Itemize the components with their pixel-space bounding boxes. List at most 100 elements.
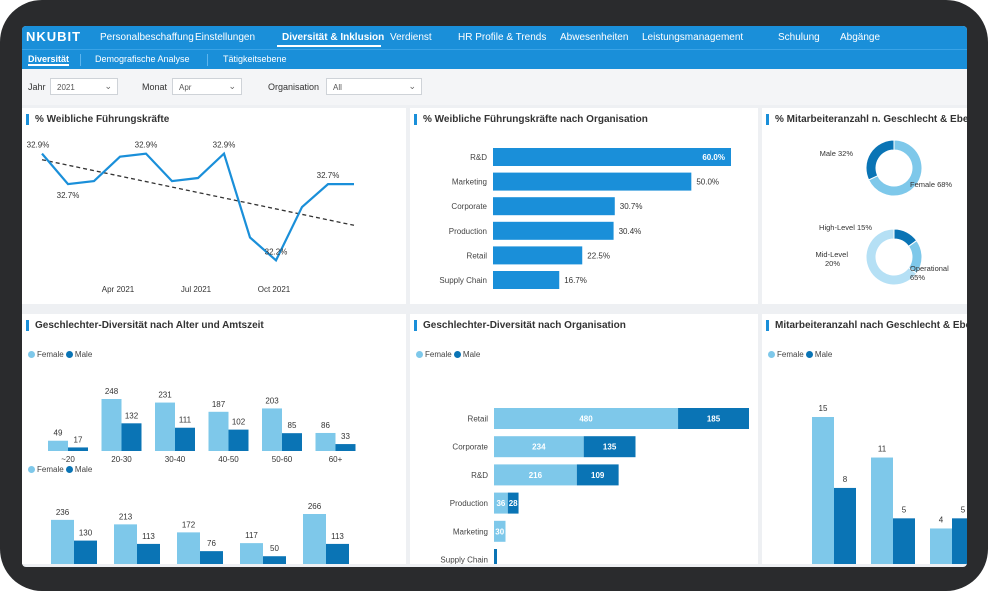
category-label: Marketing — [453, 527, 488, 536]
tab-taetigkeitsebene[interactable]: Tätigkeitsebene — [223, 54, 287, 64]
bar — [493, 246, 583, 265]
donut-slice — [865, 139, 895, 181]
bar — [74, 540, 97, 564]
bar — [930, 528, 952, 564]
year-select[interactable]: 2021 ⌄ — [50, 78, 118, 95]
bar — [576, 464, 619, 486]
bar — [493, 148, 731, 166]
legend-female: Female — [425, 350, 452, 359]
value-label: 36 — [496, 499, 505, 508]
data-label: 32.7% — [57, 191, 80, 200]
bar — [494, 520, 506, 542]
chart-legend: Female Male — [416, 350, 480, 359]
nav-abgaenge[interactable]: Abgänge — [840, 32, 881, 43]
nav-diversitaet-inklusion[interactable]: Diversität & Inklusion — [282, 32, 385, 43]
nav-abwesenheiten[interactable]: Abwesenheiten — [560, 32, 629, 43]
value-label: 203 — [265, 396, 279, 405]
bar — [200, 551, 223, 564]
org-stacked-bar-chart: Retail 480 185 Corporate 234 135 R&D 216 109 Prod… — [440, 408, 749, 564]
panel-title: Geschlechter-Diversität nach Organisatio… — [414, 320, 626, 331]
organisation-filter-label: Organisation — [268, 82, 320, 92]
category-label: 50-60 — [272, 455, 293, 464]
data-label: 32.9% — [135, 141, 158, 150]
value-label: 172 — [182, 520, 196, 529]
nav-leistungsmanagement[interactable]: Leistungsmanagement — [642, 32, 744, 43]
value-label: 117 — [245, 531, 258, 540]
category-label: Production — [450, 499, 488, 508]
value-label: 266 — [308, 502, 322, 511]
nav-personalbeschaffung[interactable]: Personalbeschaffung — [100, 32, 194, 43]
bar — [263, 556, 286, 564]
bar — [493, 221, 614, 240]
bar — [315, 432, 336, 451]
legend-male: Male — [814, 350, 833, 359]
bar — [583, 436, 636, 458]
year-select-value: 2021 — [57, 83, 75, 92]
bar — [101, 399, 122, 451]
category-label: Retail — [467, 251, 488, 260]
month-select[interactable]: Apr ⌄ — [172, 78, 242, 95]
nav-einstellungen[interactable]: Einstellungen — [195, 32, 256, 43]
male-legend-dot — [453, 351, 461, 358]
value-label: 16.7% — [564, 276, 587, 285]
tab-diversitaet[interactable]: Diversität — [28, 54, 70, 66]
category-label: Retail — [468, 415, 489, 424]
value-label: 28 — [509, 499, 518, 508]
bar — [48, 440, 68, 451]
value-label: 185 — [707, 415, 721, 424]
data-label: 32.9% — [213, 141, 236, 150]
value-label: 231 — [158, 391, 172, 400]
value-label: 109 — [591, 471, 605, 480]
org-bar-chart: R&D 60.0% Marketing 50.0% Corporate 30.7% Prod… — [439, 148, 731, 289]
slice-label: Male 32% — [820, 149, 854, 158]
slice-label: Mid-Level — [815, 250, 848, 259]
slice-label: 65% — [910, 273, 925, 282]
value-label: 30.7% — [620, 202, 643, 211]
bar — [493, 172, 692, 191]
value-label: 113 — [331, 532, 344, 541]
bar — [282, 433, 302, 451]
value-label: 102 — [232, 418, 246, 427]
organisation-select[interactable]: All ⌄ — [326, 78, 422, 95]
bar — [952, 518, 967, 564]
value-label: 480 — [579, 415, 593, 424]
data-label: 32.7% — [317, 171, 340, 180]
bar — [137, 543, 160, 564]
panel-gender-by-org: Geschlechter-Diversität nach Organisatio… — [410, 314, 758, 564]
legend-male: Male — [74, 350, 93, 359]
value-label: 8 — [843, 475, 848, 484]
data-label: 32.2% — [265, 247, 288, 256]
chart-legend: Female Male — [28, 465, 92, 474]
nav-schulung[interactable]: Schulung — [778, 32, 820, 43]
value-label: 33 — [341, 432, 350, 441]
nav-verdienst[interactable]: Verdienst — [390, 32, 432, 43]
value-label: 132 — [125, 411, 139, 420]
chevron-down-icon: ⌄ — [228, 81, 236, 91]
value-label: 135 — [603, 443, 617, 452]
value-label: 4 — [939, 515, 944, 524]
brand-logo: NKUBIT — [26, 29, 82, 44]
line-chart: 32.9% 32.7% 32.9% 32.9% 32.2% 32.7% Apr 2021 Ju… — [27, 141, 355, 294]
value-label: 49 — [54, 429, 63, 438]
panel-title: Geschlechter-Diversität nach Alter und A… — [26, 320, 264, 331]
value-label: 30 — [495, 527, 504, 536]
bar — [871, 457, 893, 564]
age-tenure-bar-charts: 49 17 ~20 248 132 20-30 231 111 30-40 187 102 40-50… — [48, 387, 356, 564]
bar — [678, 408, 749, 429]
bar — [51, 519, 74, 564]
panel-title: % Weibliche Führungskräfte nach Organisa… — [414, 114, 648, 125]
bar — [262, 408, 282, 451]
slice-label: Female 68% — [910, 180, 952, 189]
bar — [335, 444, 356, 451]
tab-demografische-analyse[interactable]: Demografische Analyse — [95, 54, 190, 64]
sub-navigation: Diversität Demografische Analyse Tätigke… — [22, 49, 967, 69]
bar — [326, 543, 349, 564]
category-label: 20-30 — [111, 455, 132, 464]
category-label: Production — [449, 227, 487, 236]
value-label: 216 — [529, 471, 543, 480]
value-label: 15 — [819, 404, 828, 413]
chevron-down-icon: ⌄ — [408, 81, 416, 91]
category-label: R&D — [470, 153, 487, 162]
panel-title: % Weibliche Führungskräfte — [26, 114, 169, 125]
nav-hr-profile-trends[interactable]: HR Profile & Trends — [458, 32, 547, 43]
